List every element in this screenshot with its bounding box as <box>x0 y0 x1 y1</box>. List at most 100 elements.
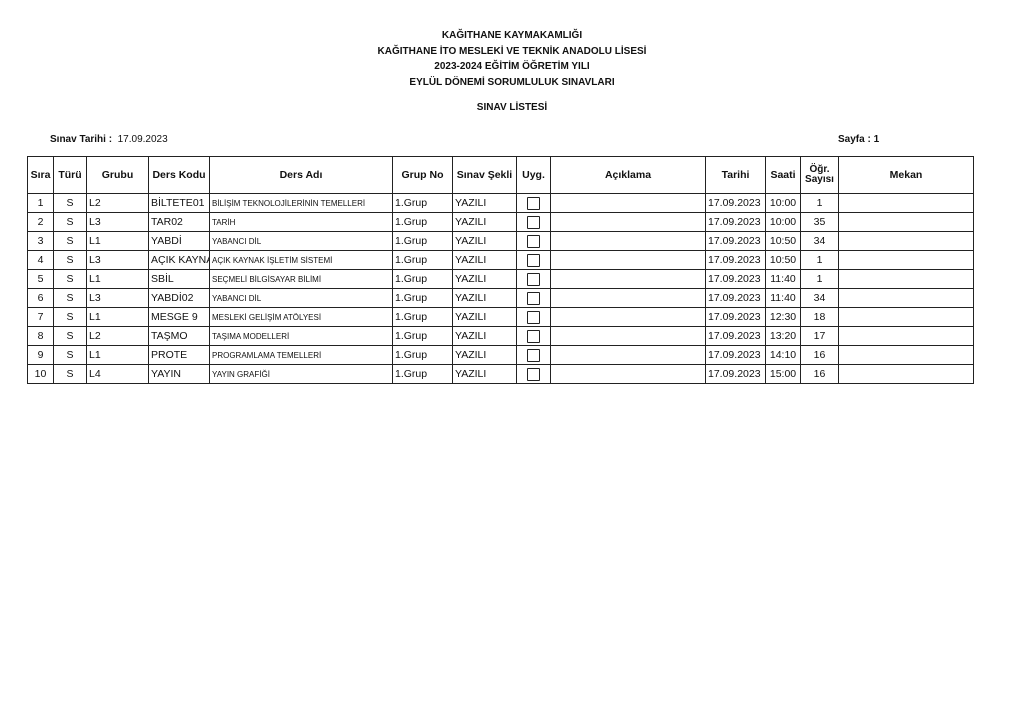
cell-turu: S <box>53 345 87 365</box>
cell-ad: YABANCI DİL <box>209 231 393 251</box>
cell-turu: S <box>53 212 87 232</box>
cell-aciklama <box>550 231 706 251</box>
cell-uyg <box>516 231 551 251</box>
cell-grup: 1.Grup <box>392 345 453 365</box>
cell-sira: 4 <box>27 250 54 270</box>
cell-ad: PROGRAMLAMA TEMELLERİ <box>209 345 393 365</box>
table-row: 10 S L4 YAYIN YAYIN GRAFİĞİ 1.Grup YAZILI 17.09… <box>27 364 974 384</box>
cell-grubu: L2 <box>86 326 149 346</box>
cell-tarih: 17.09.2023 <box>705 288 766 308</box>
cell-saat: 10:50 <box>765 250 801 270</box>
cell-sira: 7 <box>27 307 54 327</box>
cell-sayi: 16 <box>800 345 839 365</box>
cell-grup: 1.Grup <box>392 212 453 232</box>
cell-ad: BİLİŞİM TEKNOLOJİLERİNİN TEMELLERİ <box>209 193 393 213</box>
cell-aciklama <box>550 288 706 308</box>
table-row: 9 S L1 PROTE PROGRAMLAMA TEMELLERİ 1.Grup YAZI… <box>27 345 974 365</box>
cell-mekan <box>838 326 974 346</box>
cell-sayi: 35 <box>800 212 839 232</box>
cell-sira: 3 <box>27 231 54 251</box>
col-grup-no: Grup No <box>392 156 453 194</box>
uyg-checkbox[interactable] <box>527 329 540 343</box>
cell-uyg <box>516 345 551 365</box>
cell-grubu: L1 <box>86 307 149 327</box>
cell-turu: S <box>53 307 87 327</box>
col-ogr-line2: Sayısı <box>805 174 834 185</box>
cell-aciklama <box>550 212 706 232</box>
cell-tarih: 17.09.2023 <box>705 250 766 270</box>
table-row: 1 S L2 BİLTETE01 BİLİŞİM TEKNOLOJİLERİNİN TE… <box>27 193 974 213</box>
cell-tarih: 17.09.2023 <box>705 269 766 289</box>
uyg-checkbox[interactable] <box>527 272 540 286</box>
page-value: 1 <box>873 134 880 145</box>
cell-tarih: 17.09.2023 <box>705 326 766 346</box>
cell-sekil: YAZILI <box>452 269 517 289</box>
cell-sayi: 1 <box>800 250 839 270</box>
table-row: 7 S L1 MESGE 9 MESLEKİ GELİŞİM ATÖLYESİ 1.Gru… <box>27 307 974 327</box>
cell-kod: PROTE <box>148 345 210 365</box>
col-grubu: Grubu <box>86 156 149 194</box>
cell-sayi: 17 <box>800 326 839 346</box>
cell-kod: YABDİ02 <box>148 288 210 308</box>
cell-sayi: 16 <box>800 364 839 384</box>
cell-sekil: YAZILI <box>452 307 517 327</box>
cell-sira: 8 <box>27 326 54 346</box>
cell-sira: 1 <box>27 193 54 213</box>
cell-kod: YAYIN <box>148 364 210 384</box>
cell-grubu: L4 <box>86 364 149 384</box>
document-header: KAĞITHANE KAYMAKAMLIĞI KAĞITHANE İTO MES… <box>0 28 1024 90</box>
uyg-checkbox[interactable] <box>527 291 540 305</box>
cell-grup: 1.Grup <box>392 326 453 346</box>
col-turu: Türü <box>53 156 87 194</box>
cell-mekan <box>838 212 974 232</box>
uyg-checkbox[interactable] <box>527 367 540 381</box>
cell-sekil: YAZILI <box>452 193 517 213</box>
cell-sekil: YAZILI <box>452 288 517 308</box>
document-subtitle: SINAV LİSTESİ <box>476 102 548 113</box>
cell-mekan <box>838 269 974 289</box>
col-ders-kodu: Ders Kodu <box>148 156 210 194</box>
uyg-checkbox[interactable] <box>527 196 540 210</box>
cell-aciklama <box>550 364 706 384</box>
uyg-checkbox[interactable] <box>527 348 540 362</box>
table-row: 5 S L1 SBİL SEÇMELİ BİLGİSAYAR BİLİMİ 1.Grup Y… <box>27 269 974 289</box>
cell-kod: BİLTETE01 <box>148 193 210 213</box>
cell-grubu: L3 <box>86 288 149 308</box>
cell-grup: 1.Grup <box>392 307 453 327</box>
col-tarihi: Tarihi <box>705 156 766 194</box>
col-uyg: Uyg. <box>516 156 551 194</box>
uyg-checkbox[interactable] <box>527 253 540 267</box>
table-row: 3 S L1 YABDİ YABANCI DİL 1.Grup YAZILI 17.09.20… <box>27 231 974 251</box>
uyg-checkbox[interactable] <box>527 215 540 229</box>
col-ders-adi: Ders Adı <box>209 156 393 194</box>
cell-uyg <box>516 288 551 308</box>
cell-uyg <box>516 212 551 232</box>
uyg-checkbox[interactable] <box>527 234 540 248</box>
cell-kod: YABDİ <box>148 231 210 251</box>
cell-sayi: 34 <box>800 231 839 251</box>
cell-aciklama <box>550 269 706 289</box>
cell-sira: 9 <box>27 345 54 365</box>
col-sira: Sıra <box>27 156 54 194</box>
cell-kod: TAŞMO <box>148 326 210 346</box>
cell-sayi: 1 <box>800 193 839 213</box>
cell-ad: TAŞIMA MODELLERİ <box>209 326 393 346</box>
cell-sekil: YAZILI <box>452 364 517 384</box>
cell-sira: 2 <box>27 212 54 232</box>
cell-ad: TARİH <box>209 212 393 232</box>
cell-mekan <box>838 288 974 308</box>
cell-turu: S <box>53 231 87 251</box>
cell-grup: 1.Grup <box>392 231 453 251</box>
exam-date-value: 17.09.2023 <box>117 134 168 145</box>
header-line: 2023-2024 EĞİTİM ÖĞRETİM YILI <box>434 61 590 72</box>
cell-turu: S <box>53 250 87 270</box>
cell-turu: S <box>53 193 87 213</box>
cell-sekil: YAZILI <box>452 326 517 346</box>
cell-kod: SBİL <box>148 269 210 289</box>
table-row: 6 S L3 YABDİ02 YABANCI DİL 1.Grup YAZILI 17.09.… <box>27 288 974 308</box>
cell-saat: 11:40 <box>765 288 801 308</box>
col-ogr-line1: Öğr. <box>809 164 830 175</box>
cell-saat: 15:00 <box>765 364 801 384</box>
uyg-checkbox[interactable] <box>527 310 540 324</box>
cell-saat: 14:10 <box>765 345 801 365</box>
